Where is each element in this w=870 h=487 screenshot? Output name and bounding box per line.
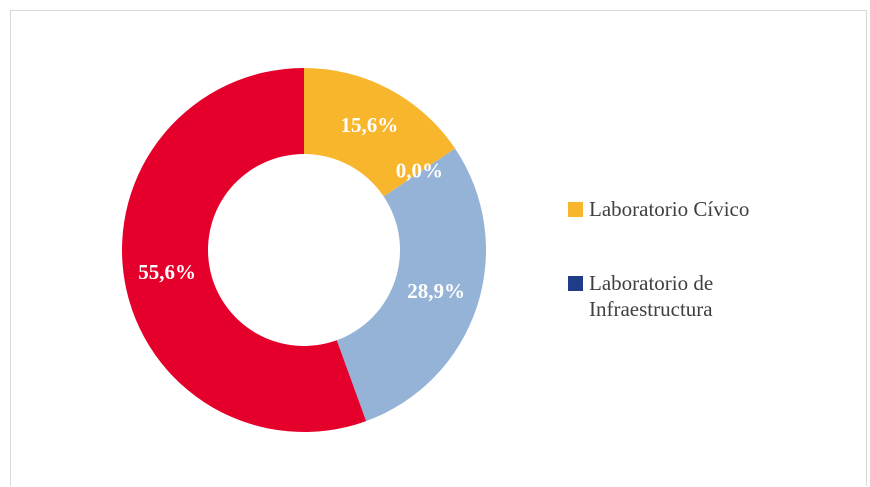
chart-frame [10, 10, 867, 486]
data-label: 55,6% [138, 260, 196, 284]
donut-slice [122, 68, 367, 432]
legend-item: Laboratorio Cívico [568, 196, 808, 222]
data-label: 0,0% [396, 158, 443, 182]
data-label: 28,9% [407, 279, 465, 303]
donut-slice [336, 148, 487, 422]
legend-swatch [568, 276, 583, 291]
legend-item: Laboratorio de Infraestructura [568, 270, 808, 322]
data-label: 15,6% [340, 113, 398, 137]
legend-swatch [568, 202, 583, 217]
legend-label: Laboratorio de Infraestructura [589, 271, 714, 321]
legend-label: Laboratorio Cívico [589, 197, 750, 221]
donut-slice [304, 68, 456, 197]
